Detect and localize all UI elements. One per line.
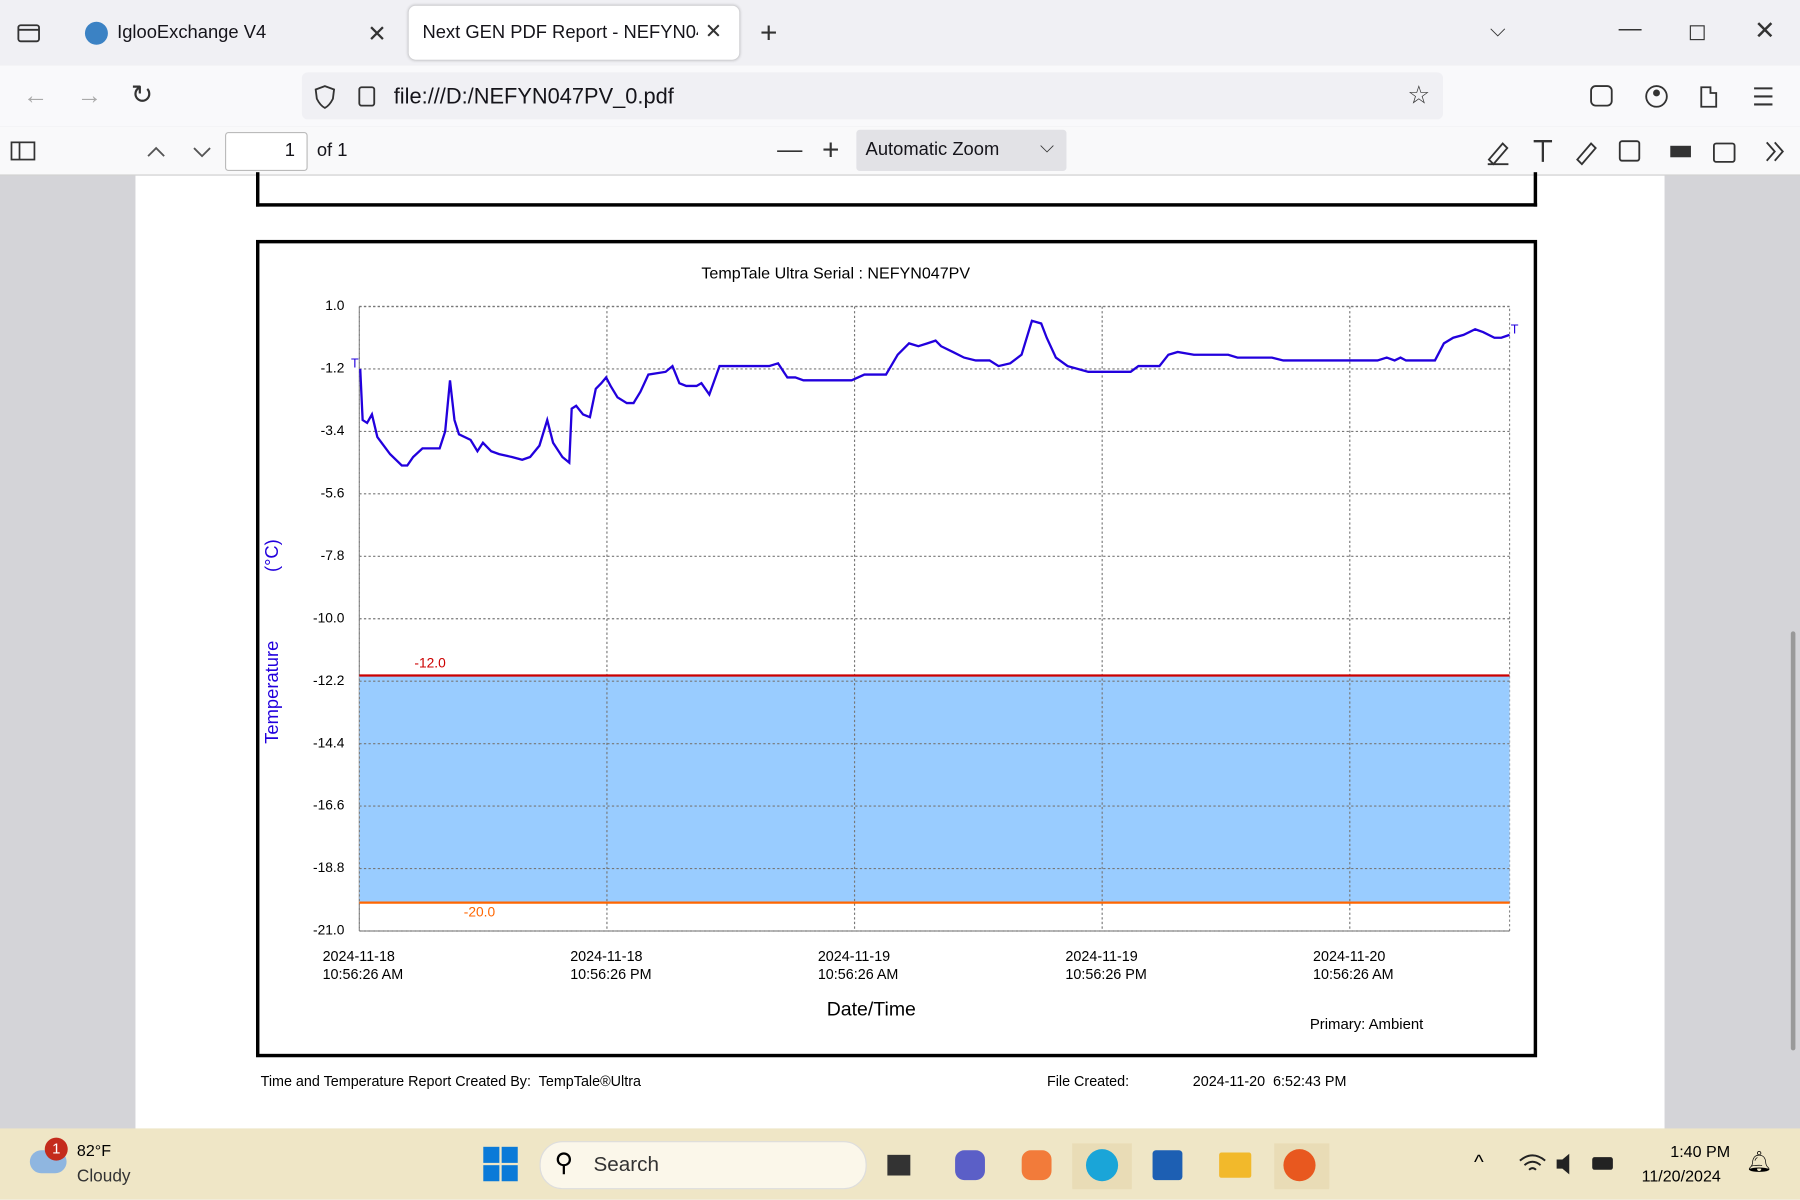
clock-time[interactable]: 1:40 PM [1670,1142,1731,1161]
url[interactable]: file:///D:/NEFYN047PV_0.pdf [393,84,674,110]
y-axis-unit: (°C) [261,539,282,572]
active-tab[interactable] [408,5,740,60]
page-input[interactable] [225,132,308,172]
tab-close[interactable]: ✕ [367,21,387,48]
x-tick-label: 2024-11-19 10:56:26 AM [817,948,899,983]
taskbar-apps[interactable] [884,1143,1343,1190]
file-created-label: File Created: [1046,1073,1130,1090]
search-box[interactable] [539,1141,867,1190]
pdf-nav-icons[interactable] [9,139,216,164]
temperature-line [359,319,1510,467]
threshold-label: -12.0 [414,656,446,671]
url-icons [314,85,376,109]
y-tick-label: -14.4 [313,735,345,750]
x-tick-label: 2024-11-18 10:56:26 PM [570,948,652,983]
bookmark[interactable]: ☆ [1407,80,1431,110]
search-text[interactable]: Search [593,1152,659,1176]
x-tick-label: 2024-11-19 10:56:26 PM [1065,948,1147,983]
report-created-by: Time and Temperature Report Created By: … [260,1073,641,1090]
line-start-marker: T [351,357,359,371]
chart-title: TempTale Ultra Serial : NEFYN047PV [701,265,970,283]
y-tick-label: -12.2 [313,673,344,688]
tab-favicon [84,21,108,45]
new-tab[interactable]: + [759,14,778,50]
pdf-page [135,175,1665,1129]
start-button[interactable] [482,1146,519,1183]
tab-close[interactable]: ✕ [704,19,723,43]
minimize[interactable]: — [1618,16,1642,42]
y-tick-label: 1.0 [325,298,344,313]
clock-date[interactable]: 11/20/2024 [1641,1166,1721,1185]
file-created: 2024-11-20 6:52:43 PM [1192,1073,1347,1090]
x-axis-label: Date/Time [827,998,916,1020]
page-count: of 1 [316,141,348,161]
notifications[interactable]: 🔔︎ [1746,1150,1773,1174]
y-tick-label: -16.6 [313,798,345,813]
weather-temp[interactable]: 82°F [76,1141,112,1160]
line-end-marker: T [1511,323,1519,337]
weather-badge: 1 [44,1137,68,1161]
zoom-value[interactable]: Automatic Zoom [865,140,1000,160]
y-tick-label: -1.2 [321,361,345,376]
toolbar-icons[interactable] [1589,83,1784,111]
tab-bar [0,0,1800,66]
pdf-tool-icons[interactable] [1485,137,1795,167]
tab-list-icon[interactable] [16,21,44,46]
y-tick-label: -18.8 [313,860,345,875]
threshold-label: -20.0 [464,905,496,920]
y-tick-label: -7.8 [321,548,345,563]
y-tick-label: -5.6 [321,485,345,500]
zoom-out[interactable]: — [777,134,803,164]
back[interactable]: ← [22,80,49,110]
restore[interactable] [1689,25,1705,41]
close-window[interactable]: ✕ [1754,16,1776,45]
chart-box [255,239,1538,1058]
list-all-tabs[interactable]: ⌵ [1490,18,1506,42]
report-box [255,172,1538,207]
y-tick-label: -10.0 [313,610,345,625]
url-bar[interactable] [301,72,1443,120]
reload[interactable]: ↻ [130,79,154,110]
y-axis-label: Temperature [261,641,282,744]
scrollbar[interactable] [1790,631,1796,1051]
search-icon: ⚲ [554,1147,573,1177]
x-tick-label: 2024-11-20 10:56:26 AM [1313,948,1394,983]
tray-expand[interactable]: ^ [1473,1150,1484,1174]
tab-title[interactable]: IglooExchange V4 [117,22,267,43]
chart-note: Primary: Ambient [1310,1016,1424,1033]
page-number[interactable]: 1 [284,141,295,161]
y-tick-label: -3.4 [321,423,345,438]
tray-icons[interactable] [1518,1150,1621,1178]
y-tick-label: -21.0 [313,923,345,938]
zoom-select[interactable] [856,129,1067,172]
tab-title[interactable]: Next GEN PDF Report - NEFYN047P [422,22,698,43]
forward[interactable]: → [76,80,103,110]
safe-band [359,675,1510,903]
x-tick-label: 2024-11-18 10:56:26 AM [322,948,404,983]
weather-condition[interactable]: Cloudy [76,1166,131,1186]
zoom-in[interactable]: + [821,132,840,167]
zoom-caret[interactable]: ⌵ [1040,137,1054,158]
